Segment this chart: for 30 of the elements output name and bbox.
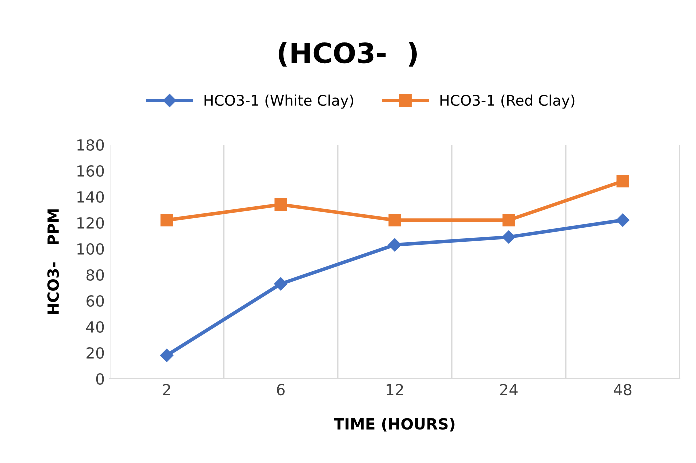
y-tick-label: 20 [86, 347, 104, 360]
y-axis-title: HCO3- PPM [48, 210, 60, 314]
x-tick-label: 2 [163, 384, 170, 396]
x-tick-label: 12 [386, 384, 404, 396]
y-tick-label: 180 [78, 139, 104, 152]
point [160, 349, 174, 362]
point [502, 230, 516, 244]
y-tick-label: 60 [86, 295, 104, 308]
y-tick-label: 100 [78, 243, 104, 256]
point [616, 175, 630, 188]
x-tick-label: 24 [500, 384, 518, 396]
point [502, 214, 516, 227]
x-tick-label: 48 [614, 384, 632, 396]
point [388, 214, 402, 227]
legend-label: HCO3-1 (Red Clay) [440, 94, 575, 109]
chart-title: (HCO3- ) [278, 42, 418, 67]
y-tick-label: 140 [78, 191, 104, 204]
x-tick-label: 6 [277, 384, 285, 396]
legend-label: HCO3-1 (White Clay) [204, 94, 354, 109]
y-tick-label: 0 [96, 373, 104, 386]
point [160, 214, 174, 227]
y-tick-label: 80 [86, 269, 104, 282]
point [388, 238, 402, 252]
y-tick-label: 160 [78, 165, 104, 178]
x-axis-title: TIME (HOURS) [334, 418, 455, 432]
point [274, 198, 288, 212]
y-tick-label: 120 [78, 217, 104, 230]
point [274, 278, 288, 291]
point [616, 214, 630, 227]
y-tick-label: 40 [86, 321, 104, 334]
